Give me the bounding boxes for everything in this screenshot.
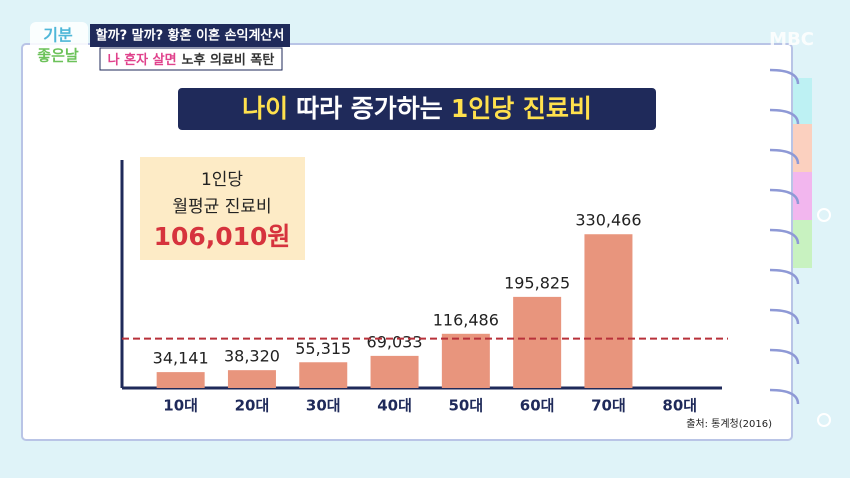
- subheadline-box: [99, 47, 283, 71]
- rings: [769, 68, 800, 405]
- value-label: 34,141: [153, 349, 209, 368]
- x-tick-label: 20대: [235, 397, 270, 415]
- x-tick-label: 30대: [306, 397, 341, 415]
- annotation: 월평균 진료비: [172, 197, 271, 217]
- value-label: 116,486: [433, 310, 499, 329]
- logo-box: [30, 22, 88, 70]
- annotation: 1인당: [201, 170, 243, 190]
- channel-logo: MBC: [769, 29, 814, 50]
- x-tick-label: 70대: [591, 397, 626, 415]
- decoration: [817, 208, 831, 222]
- tab: [790, 124, 812, 172]
- x-tick-label: 80대: [662, 397, 697, 415]
- annotation-value: 106,010원: [154, 222, 291, 251]
- title-box: [178, 88, 656, 130]
- title-part: 따라 증가하는: [296, 94, 443, 123]
- bar: [584, 234, 633, 388]
- decoration: [817, 413, 831, 427]
- logo: 좋은날: [37, 47, 79, 65]
- bar: [156, 372, 205, 388]
- bar: [441, 333, 490, 388]
- source: 출처: 통계청(2016): [686, 418, 772, 430]
- subheadline-highlight: 나 혼자 살면: [108, 52, 177, 68]
- tab: [790, 172, 812, 220]
- bar: [299, 362, 348, 388]
- tab: [790, 78, 812, 124]
- value-label: 38,320: [224, 347, 280, 366]
- x-tick-label: 10대: [163, 397, 198, 415]
- x-tick-label: 50대: [449, 397, 484, 415]
- subheadline: 나 혼자 살면 노후 의료비 폭탄: [108, 52, 275, 68]
- value-label: 330,466: [575, 211, 641, 230]
- bar: [227, 370, 276, 388]
- subheadline-rest: 노후 의료비 폭탄: [182, 52, 275, 68]
- x-tick-label: 40대: [377, 397, 412, 415]
- plot: 10대 34,141 20대 38,320 30대 55,315 40대 69,033 50대 1…: [120, 160, 728, 415]
- chart-title: 나이 따라 증가하는 1인당 진료비: [242, 94, 592, 123]
- bar: [370, 355, 419, 388]
- tab: [790, 220, 812, 268]
- title-part: 나이: [242, 94, 288, 123]
- headline: 할까? 말까? 황혼 이혼 손익계산서: [96, 28, 285, 44]
- value-label: 195,825: [504, 273, 570, 292]
- title-part: 1인당 진료비: [451, 94, 592, 123]
- value-label: 69,033: [367, 332, 423, 351]
- headline-box: [90, 24, 290, 47]
- x-tick-label: 60대: [520, 397, 555, 415]
- annotation-box: [140, 157, 305, 260]
- value-label: 55,315: [295, 339, 351, 358]
- bar: [513, 296, 562, 388]
- logo: 기분: [43, 26, 73, 45]
